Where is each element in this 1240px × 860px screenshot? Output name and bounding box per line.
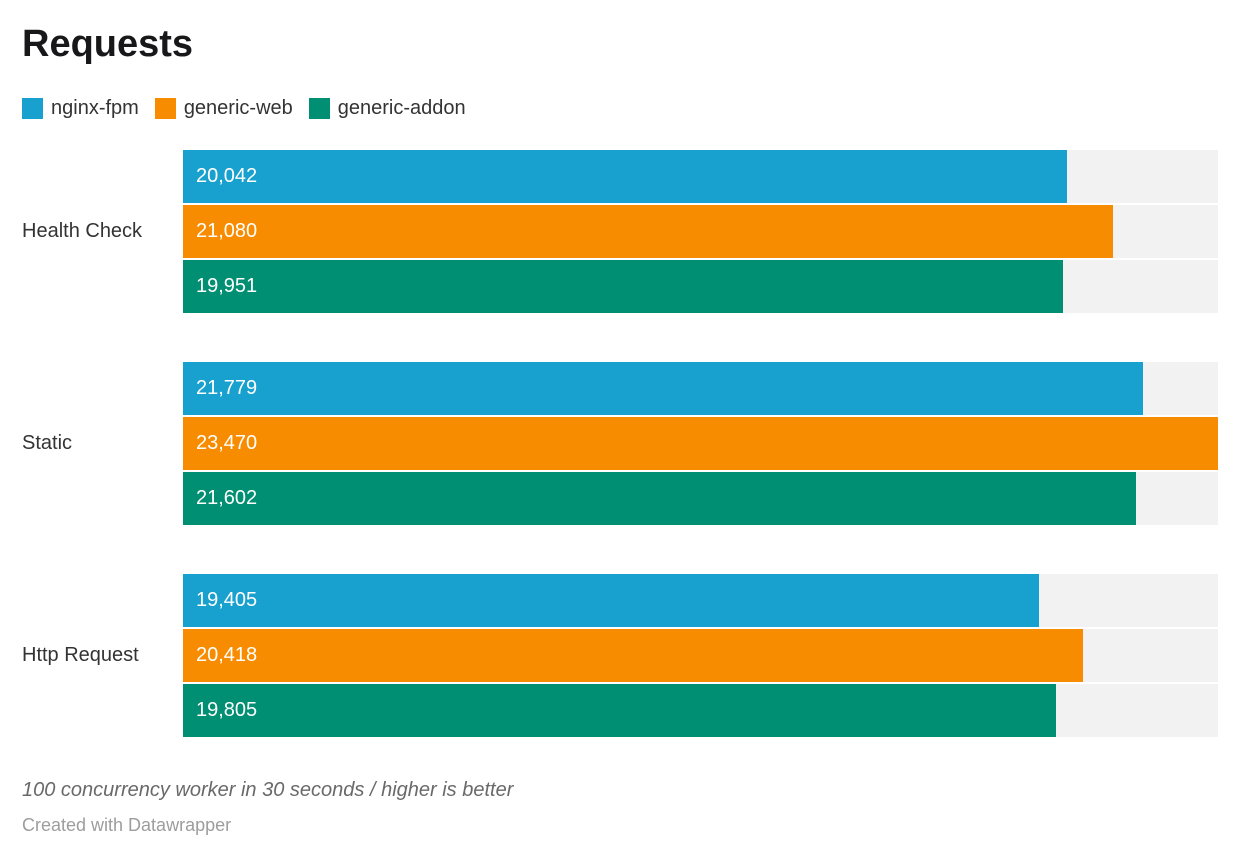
bar-value-label: 23,470 — [196, 432, 258, 454]
bar-value-label: 20,042 — [196, 165, 258, 187]
bar-track: 21,080 — [183, 205, 1218, 258]
legend-item-nginx-fpm: nginx-fpm — [22, 97, 139, 119]
category-label: Static — [22, 432, 73, 454]
legend-label: generic-web — [183, 97, 293, 119]
bar-value-label: 19,951 — [196, 275, 258, 297]
bar-generic-web: 23,470 — [183, 417, 1218, 470]
bar-track: 19,405 — [183, 574, 1218, 627]
bar-value-label: 21,602 — [196, 487, 258, 509]
bars-column: 19,405 20,418 19,805 — [183, 574, 1218, 737]
grouped-bar-chart: Health Check 20,042 21,080 19,951 Static 21,7… — [22, 150, 1218, 737]
bar-generic-addon: 19,805 — [183, 684, 1057, 737]
legend-label: generic-addon — [337, 97, 466, 119]
bars-column: 21,779 23,470 21,602 — [183, 362, 1218, 525]
bar-value-label: 19,405 — [196, 589, 258, 611]
bar-value-label: 21,080 — [196, 220, 258, 242]
bar-generic-addon: 21,602 — [183, 472, 1136, 525]
chart-title: Requests — [22, 23, 194, 65]
bar-track: 19,951 — [183, 260, 1218, 313]
bar-track: 21,602 — [183, 472, 1218, 525]
legend-swatch-icon — [154, 97, 176, 119]
bar-track: 21,779 — [183, 362, 1218, 415]
legend-swatch-icon — [308, 97, 330, 119]
bar-nginx-fpm: 20,042 — [183, 150, 1067, 203]
legend-item-generic-web: generic-web — [154, 97, 293, 119]
bar-value-label: 21,779 — [196, 377, 258, 399]
bar-value-label: 19,805 — [196, 699, 258, 721]
legend-label: nginx-fpm — [51, 97, 139, 119]
bar-group: Http Request 19,405 20,418 19,805 — [22, 574, 1218, 737]
bars-column: 20,042 21,080 19,951 — [183, 150, 1218, 313]
legend: nginx-fpm generic-web generic-addon — [22, 97, 1218, 119]
datawrapper-attribution: Created with Datawrapper — [22, 815, 232, 835]
category-label: Http Request — [22, 644, 139, 666]
category-label: Health Check — [22, 220, 143, 242]
chart-note: 100 concurrency worker in 30 seconds / h… — [22, 779, 514, 801]
legend-swatch-icon — [22, 97, 43, 119]
bar-track: 23,470 — [183, 417, 1218, 470]
bar-track: 20,042 — [183, 150, 1218, 203]
bar-nginx-fpm: 19,405 — [183, 574, 1039, 627]
bar-track: 19,805 — [183, 684, 1218, 737]
bar-generic-web: 20,418 — [183, 629, 1084, 682]
chart-page: Requests nginx-fpm generic-web generic-add… — [22, 23, 1218, 835]
bar-generic-addon: 19,951 — [183, 260, 1063, 313]
bar-value-label: 20,418 — [196, 644, 258, 666]
bar-group: Health Check 20,042 21,080 19,951 — [22, 150, 1218, 313]
bar-track: 20,418 — [183, 629, 1218, 682]
bar-nginx-fpm: 21,779 — [183, 362, 1144, 415]
bar-generic-web: 21,080 — [183, 205, 1113, 258]
bar-group: Static 21,779 23,470 21,602 — [22, 362, 1218, 525]
legend-item-generic-addon: generic-addon — [308, 97, 466, 119]
